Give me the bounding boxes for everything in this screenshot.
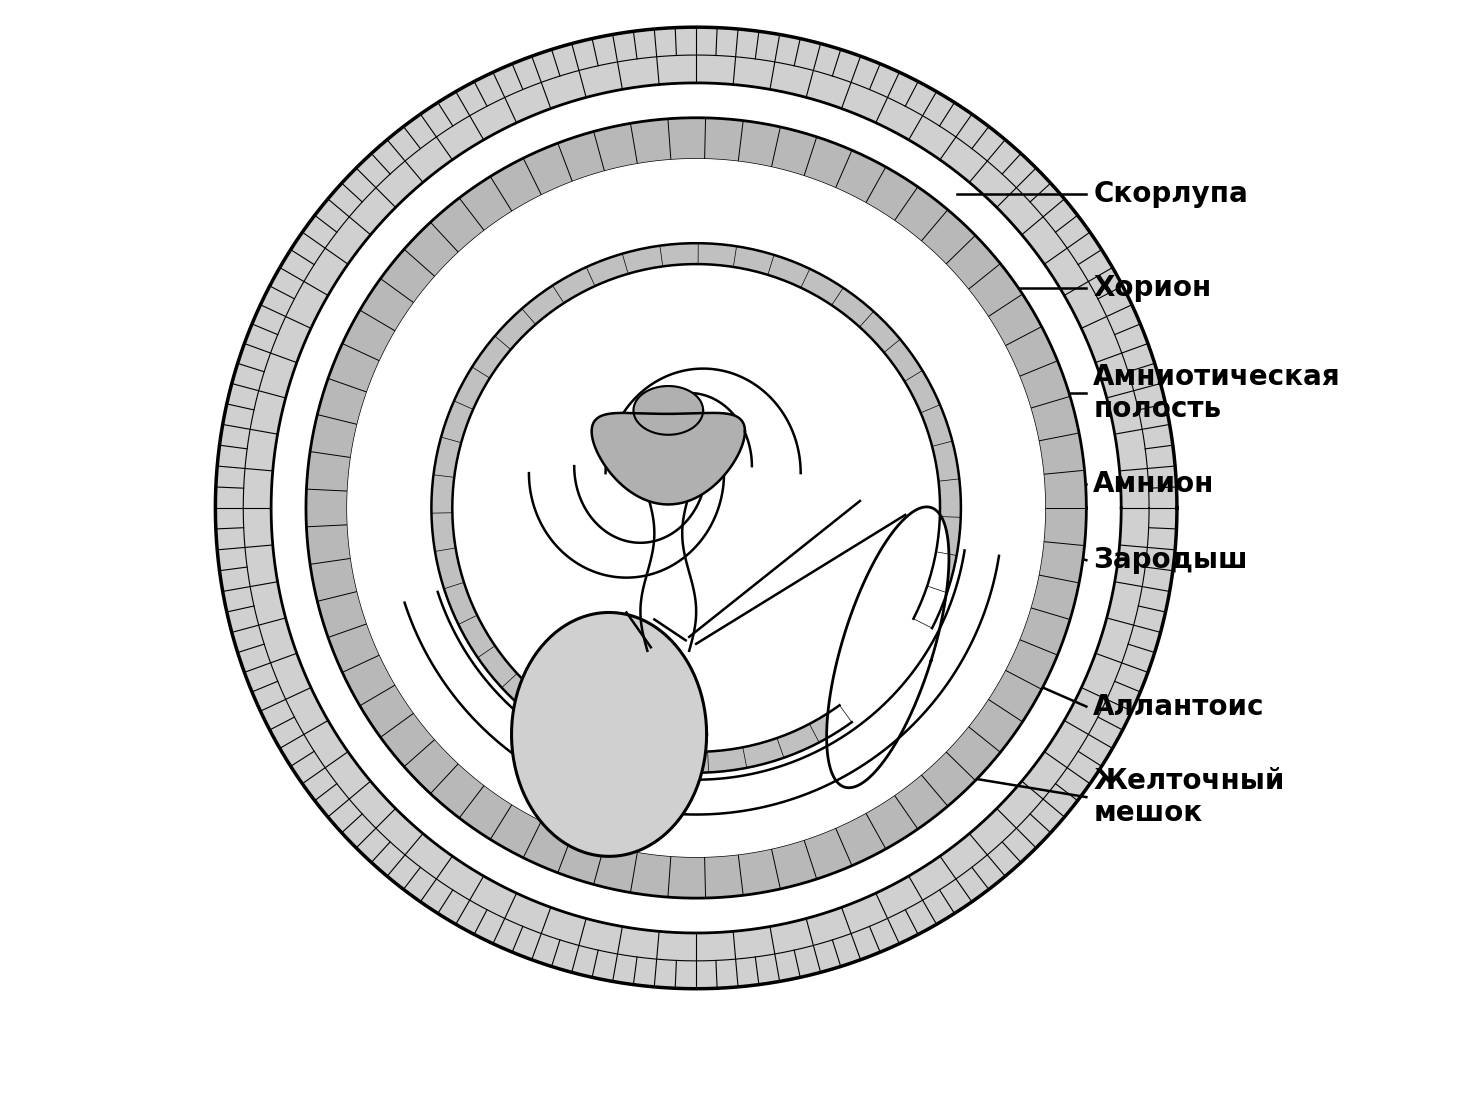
- Text: Хорион: Хорион: [1094, 275, 1212, 302]
- Polygon shape: [215, 28, 1177, 988]
- Polygon shape: [431, 243, 961, 773]
- Polygon shape: [306, 118, 1086, 898]
- Polygon shape: [826, 507, 949, 788]
- Polygon shape: [592, 413, 746, 504]
- Text: Амниотическая
полость: Амниотическая полость: [1094, 363, 1341, 424]
- Text: Аллантоис: Аллантоис: [1094, 693, 1265, 720]
- Text: Скорлупа: Скорлупа: [1094, 181, 1249, 208]
- Text: Зародыш: Зародыш: [1094, 546, 1249, 575]
- Polygon shape: [348, 160, 1044, 856]
- Polygon shape: [512, 612, 706, 856]
- Text: Амнион: Амнион: [1094, 470, 1215, 497]
- Text: Желточный
мешок: Желточный мешок: [1094, 767, 1285, 827]
- Polygon shape: [633, 386, 703, 435]
